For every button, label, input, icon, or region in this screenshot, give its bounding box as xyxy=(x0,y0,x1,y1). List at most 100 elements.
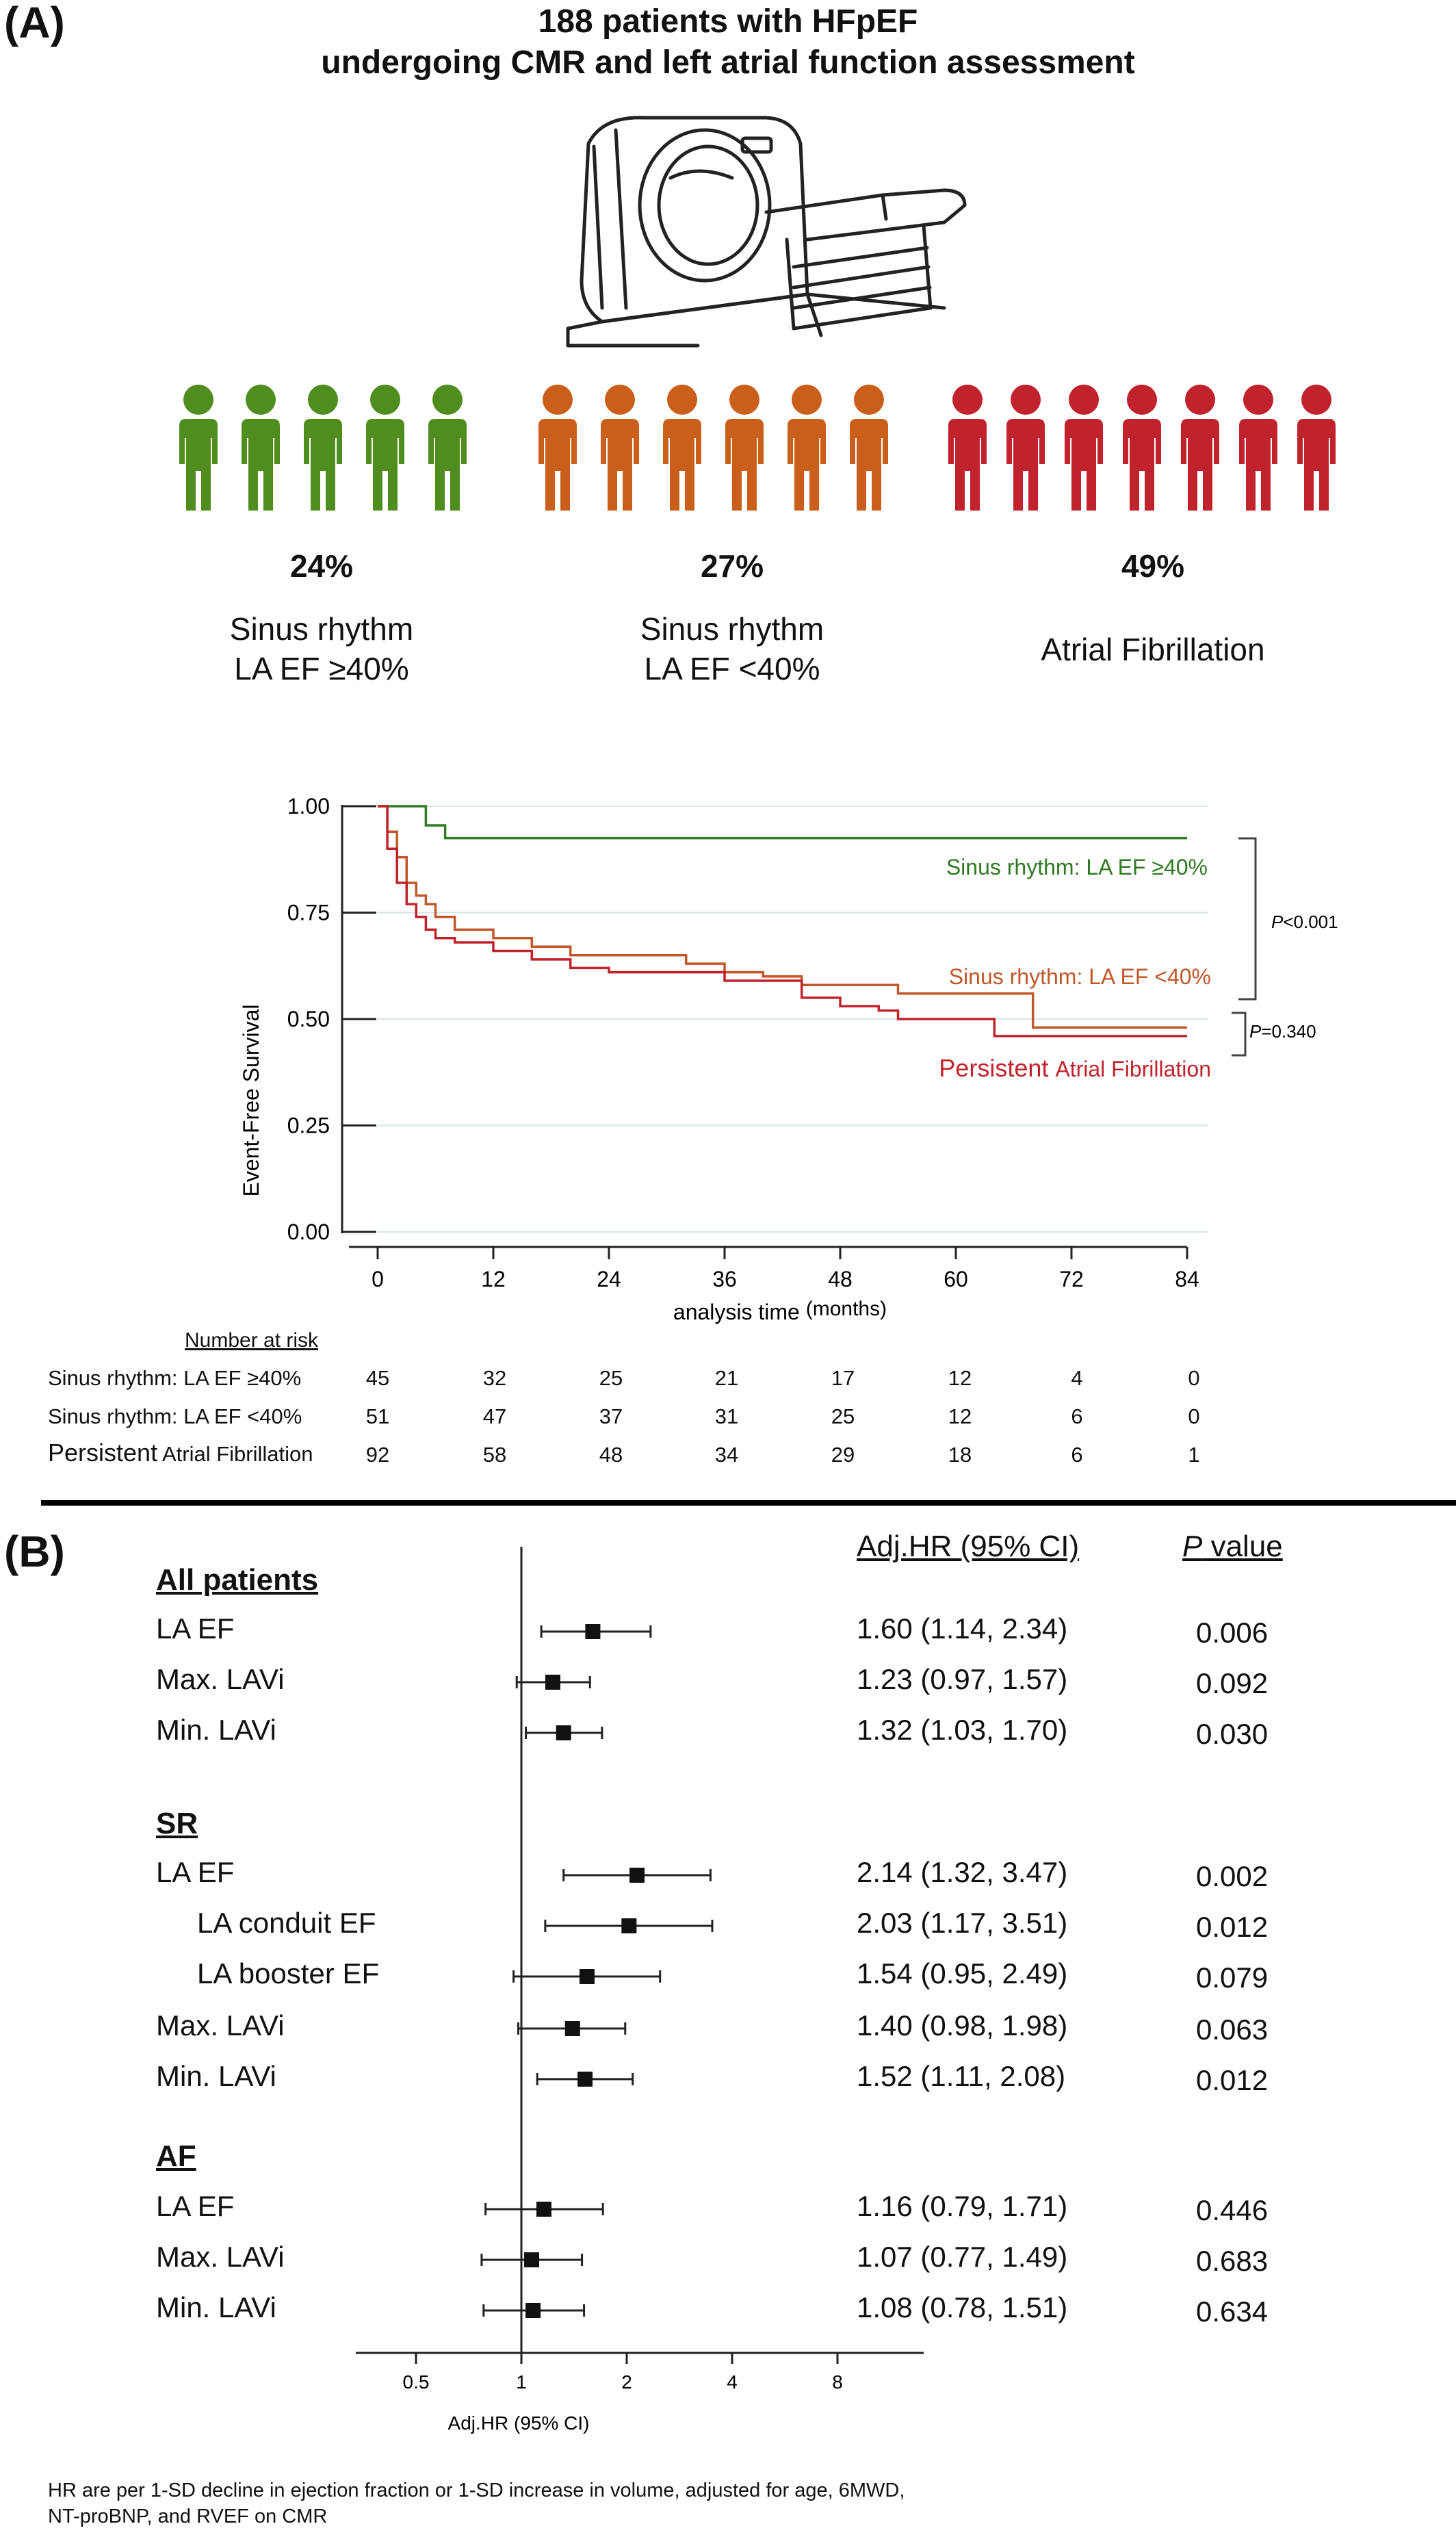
section-heading: AF xyxy=(156,2139,196,2173)
person-icon xyxy=(663,385,701,511)
km-y-tick-label: 0.50 xyxy=(287,1007,330,1031)
group-2-percentage: 27% xyxy=(700,548,764,584)
forest-row-hr: 1.54 (0.95, 2.49) xyxy=(857,1957,1068,1989)
section-heading: All patients xyxy=(156,1563,319,1597)
risk-value: 47 xyxy=(482,1404,507,1428)
forest-row-label: Min. LAVi xyxy=(156,2291,276,2323)
group-3-percentage: 49% xyxy=(1121,548,1185,584)
risk-row-3-label-big: Persistent xyxy=(48,1439,158,1467)
forest-marks xyxy=(480,1624,714,2318)
forest-row-p: 0.446 xyxy=(1196,2194,1269,2226)
forest-point xyxy=(564,2021,580,2036)
forest-point xyxy=(536,2202,551,2217)
km-x-tick-label: 60 xyxy=(944,1267,968,1291)
km-series-label-af-small: Atrial Fibrillation xyxy=(1055,1057,1211,1081)
forest-row-label: Max. LAVi xyxy=(156,1663,285,1695)
forest-row-p: 0.683 xyxy=(1196,2245,1269,2277)
panel-a-title-line1: 188 patients with HFpEF xyxy=(538,3,918,40)
person-icon xyxy=(1006,385,1045,511)
forest-row-label: Max. LAVi xyxy=(156,2241,285,2273)
km-x-axis-label-text: analysis time xyxy=(673,1300,800,1324)
km-series-label-af: Persistent Atrial Fibrillation xyxy=(939,1054,1211,1082)
km-x-tick-label: 36 xyxy=(712,1267,737,1291)
group-2-label-line1: Sinus rhythm xyxy=(640,611,824,647)
forest-row-label: Max. LAVi xyxy=(156,2009,285,2042)
km-series-label-sr-high: Sinus rhythm: LA EF ≥40% xyxy=(946,855,1208,879)
panel-a-title-line2: undergoing CMR and left atrial function … xyxy=(321,44,1135,81)
km-series-label-sr-low: Sinus rhythm: LA EF <40% xyxy=(949,964,1211,989)
km-x-tick-label: 24 xyxy=(597,1267,621,1291)
forest-row-hr: 1.40 (0.98, 1.98) xyxy=(857,2009,1068,2042)
forest-row-p: 0.006 xyxy=(1196,1617,1269,1649)
risk-value: 51 xyxy=(365,1404,390,1428)
person-icon xyxy=(304,385,342,511)
person-icon xyxy=(1239,385,1277,511)
forest-point xyxy=(545,1675,560,1690)
km-y-tick-label: 0.25 xyxy=(287,1113,330,1138)
risk-value: 25 xyxy=(599,1366,623,1390)
column-header-p-rest: value xyxy=(1202,1530,1283,1563)
forest-row-hr: 1.52 (1.11, 2.08) xyxy=(857,2060,1066,2092)
risk-value: 12 xyxy=(948,1366,972,1390)
forest-row-hr: 1.16 (0.79, 1.71) xyxy=(857,2190,1068,2222)
forest-x-tick-label: 2 xyxy=(621,2371,632,2393)
risk-value: 92 xyxy=(365,1443,390,1467)
column-header-hr: Adj.HR (95% CI) xyxy=(857,1530,1080,1563)
group-1-percentage: 24% xyxy=(289,548,354,584)
column-header-p-italic: P xyxy=(1182,1530,1203,1563)
risk-value: 6 xyxy=(1071,1404,1083,1428)
risk-row-2-label: Sinus rhythm: LA EF <40% xyxy=(48,1404,302,1428)
km-curve-0 xyxy=(378,805,1187,840)
forest-point xyxy=(577,2072,593,2087)
panel-b-letter: (B) xyxy=(4,1527,65,1576)
person-icon xyxy=(1065,385,1103,511)
forest-row-label: LA conduit EF xyxy=(197,1907,376,1939)
risk-value: 18 xyxy=(948,1443,972,1467)
forest-row-hr: 1.07 (0.77, 1.49) xyxy=(857,2241,1068,2273)
km-pvalue-1-value: <0.001 xyxy=(1283,912,1338,932)
forest-axis: 0.5 1 2 4 8 xyxy=(356,1547,924,2393)
forest-row-p: 0.012 xyxy=(1196,2064,1269,2096)
mri-scanner-icon xyxy=(566,116,967,348)
forest-row-p: 0.634 xyxy=(1196,2295,1269,2328)
forest-point xyxy=(629,1868,645,1883)
km-x-tick-label: 84 xyxy=(1175,1267,1199,1291)
group-red-people xyxy=(948,385,1336,511)
forest-x-tick-label: 0.5 xyxy=(403,2371,430,2393)
risk-value: 32 xyxy=(482,1366,507,1390)
forest-x-tick-label: 4 xyxy=(727,2371,738,2393)
column-header-p: P value xyxy=(1182,1530,1283,1564)
person-icon xyxy=(788,385,826,511)
forest-row-hr: 1.08 (0.78, 1.51) xyxy=(857,2291,1068,2323)
km-y-axis-label: Event-Free Survival xyxy=(239,1005,263,1197)
forest-row-p: 0.063 xyxy=(1196,2013,1269,2046)
risk-value: 25 xyxy=(831,1404,855,1428)
panel-a-letter: (A) xyxy=(4,0,65,47)
risk-value: 17 xyxy=(831,1366,855,1390)
footnote-line1: HR are per 1-SD decline in ejection frac… xyxy=(48,2480,905,2501)
forest-row-p: 0.002 xyxy=(1196,1860,1269,1892)
km-x-tick-label: 48 xyxy=(828,1267,853,1291)
km-y-tick-label: 0.00 xyxy=(287,1220,330,1244)
km-bracket-1 xyxy=(1238,837,1257,1001)
group-1-label-line2: LA EF ≥40% xyxy=(234,651,409,686)
forest-row-hr: 1.60 (1.14, 2.34) xyxy=(857,1612,1068,1645)
forest-x-tick-label: 1 xyxy=(516,2371,527,2393)
risk-value: 58 xyxy=(482,1443,507,1467)
footnote-line2: NT-proBNP, and RVEF on CMR xyxy=(48,2506,328,2527)
risk-value: 4 xyxy=(1071,1366,1083,1390)
risk-row-3-label-small: Atrial Fibrillation xyxy=(157,1442,313,1466)
person-icon xyxy=(1297,385,1336,511)
km-x-tick-label: 0 xyxy=(372,1267,384,1291)
forest-point xyxy=(525,2303,541,2318)
forest-row-hr: 2.03 (1.17, 3.51) xyxy=(857,1907,1068,1939)
risk-value: 1 xyxy=(1188,1443,1200,1467)
forest-row-hr: 2.14 (1.32, 3.47) xyxy=(857,1856,1068,1888)
patient-groups-icons xyxy=(179,385,1336,511)
forest-x-axis-label: Adj.HR (95% CI) xyxy=(448,2412,590,2434)
forest-row-p: 0.092 xyxy=(1196,1667,1269,1699)
risk-value: 0 xyxy=(1188,1404,1200,1428)
panel-separator xyxy=(41,1500,1456,1506)
forest-row-label: LA EF xyxy=(156,2190,235,2222)
person-icon xyxy=(601,385,639,511)
